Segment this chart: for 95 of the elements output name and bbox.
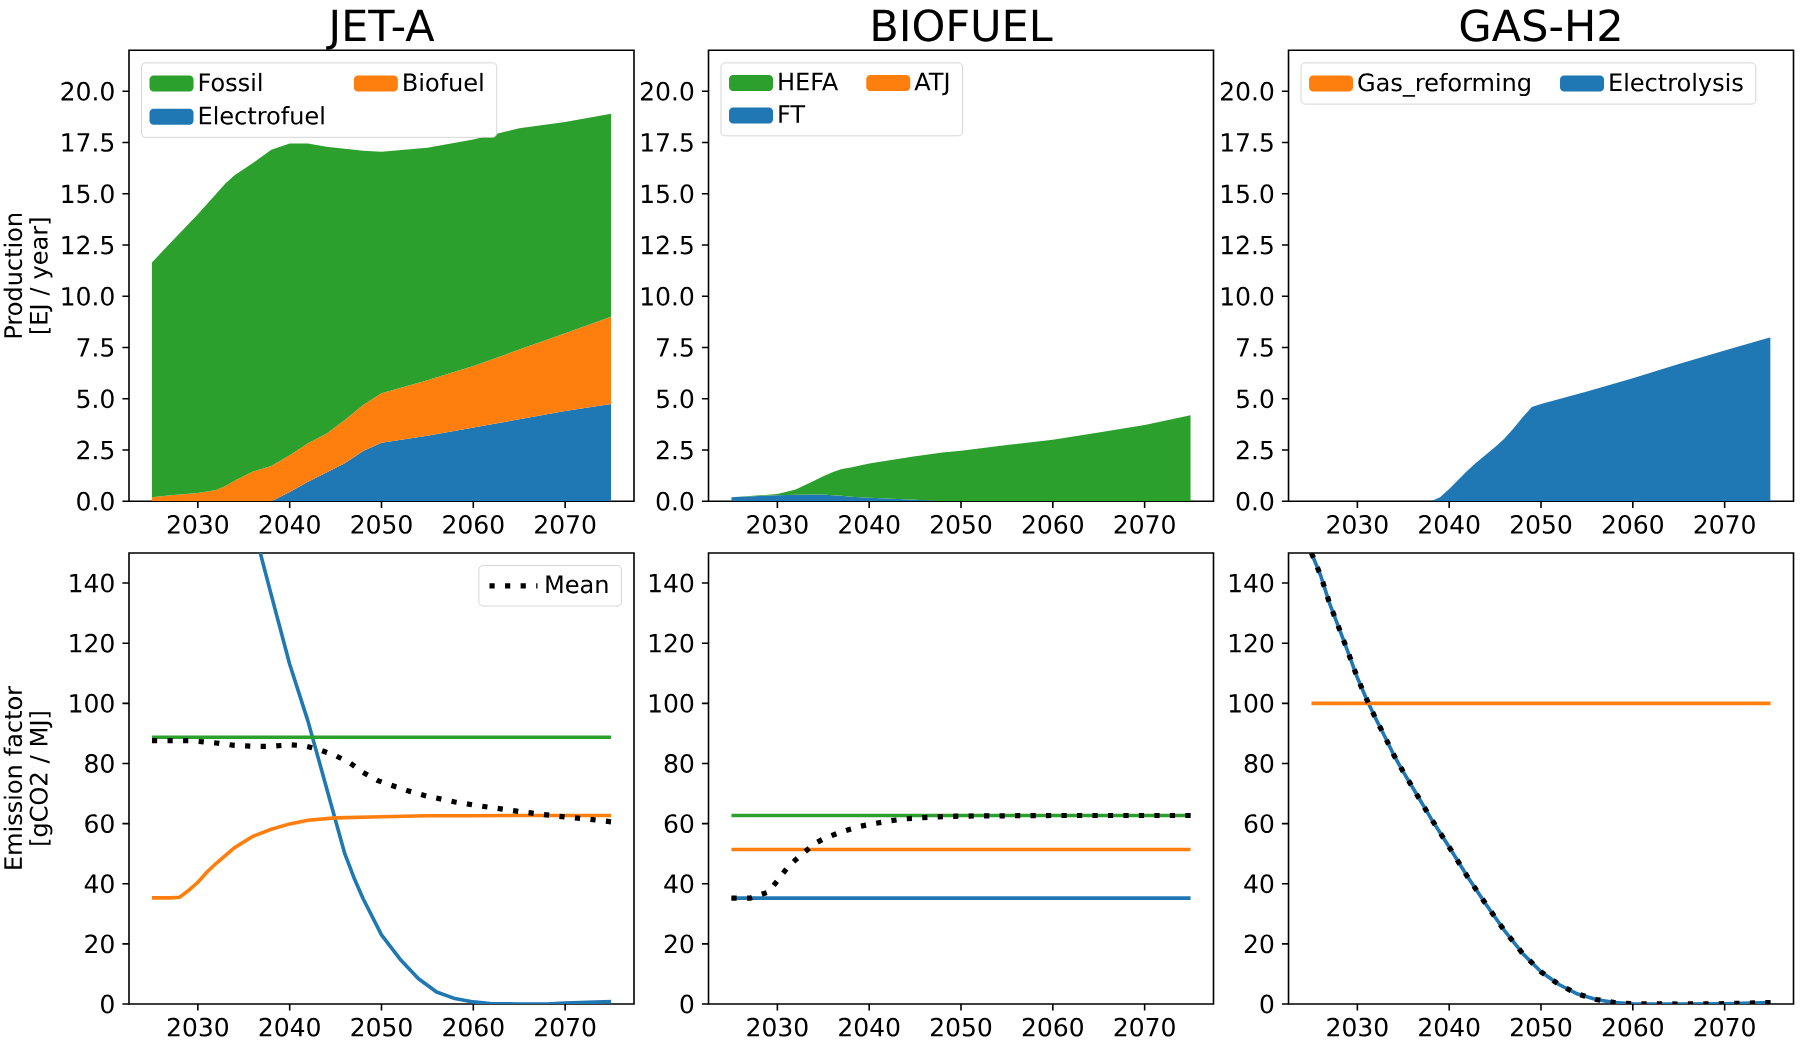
- y-tick-label: 120: [649, 633, 694, 653]
- y-tick-label: 10.0: [641, 286, 694, 306]
- y-tick-label: 40: [84, 874, 114, 894]
- y-tick-label: 20.0: [1221, 81, 1274, 101]
- y-tick-label: 0.0: [656, 491, 694, 511]
- y-tick-label: 10.0: [62, 286, 114, 306]
- x-tick-label: 2040: [1419, 1017, 1480, 1037]
- y-tick-label: 100: [1229, 693, 1274, 713]
- x-tick-label: 2050: [351, 1017, 412, 1037]
- y-tick-label: 7.5: [1237, 338, 1273, 357]
- y-tick-label: 0: [680, 994, 694, 1014]
- y-tick-label: 12.5: [62, 235, 114, 255]
- y-tick-label: 17.5: [62, 133, 114, 152]
- legend-label: Fossil: [199, 72, 262, 92]
- x-tick-label: 2030: [747, 514, 808, 534]
- y-tick-label: 15.0: [641, 184, 694, 204]
- y-tick-label: 7.5: [657, 338, 693, 357]
- chart-title: GAS-H2: [1460, 9, 1620, 42]
- y-tick-label: 0.0: [1236, 491, 1274, 511]
- y-tick-label: 60: [85, 814, 114, 834]
- y-tick-label: 140: [1229, 573, 1274, 593]
- y-tick-label: 80: [664, 753, 694, 773]
- y-tick-label: 12.5: [641, 235, 693, 255]
- x-tick-label: 2040: [839, 514, 900, 534]
- y-tick-label: 0: [101, 994, 114, 1014]
- legend-label: HEFA: [779, 72, 839, 91]
- chart-title: BIOFUEL: [873, 9, 1053, 42]
- y-tick-label: 0: [1260, 994, 1274, 1014]
- x-tick-label: 2030: [167, 514, 228, 534]
- y-tick-label: 2.5: [1236, 440, 1273, 460]
- x-tick-label: 2070: [1114, 514, 1175, 534]
- y-tick-label: 140: [70, 573, 114, 593]
- x-tick-label: 2070: [535, 1017, 596, 1037]
- x-tick-label: 2030: [1327, 1017, 1388, 1037]
- y-tick-label: 40: [1244, 874, 1274, 894]
- x-tick-label: 2030: [167, 1017, 228, 1037]
- y-tick-label: 17.5: [1221, 133, 1273, 152]
- y-tick-label: 20: [85, 934, 114, 954]
- x-tick-label: 2070: [535, 514, 596, 534]
- y-tick-label: 20: [664, 934, 694, 954]
- x-tick-label: 2070: [1694, 1017, 1755, 1037]
- x-tick-label: 2050: [931, 514, 992, 534]
- x-tick-label: 2050: [351, 514, 412, 534]
- legend-label: Electrolysis: [1610, 72, 1743, 97]
- legend-label: Gas_reforming: [1358, 72, 1530, 97]
- x-tick-label: 2050: [1511, 1017, 1572, 1037]
- x-tick-label: 2040: [259, 514, 320, 534]
- y-tick-label: 5.0: [77, 389, 114, 409]
- legend-label: ATJ: [914, 72, 949, 96]
- x-tick-label: 2030: [1327, 514, 1388, 534]
- y-tick-label: 15.0: [1221, 184, 1274, 204]
- y-tick-label: 80: [1244, 753, 1274, 773]
- y-axis-title: Production [EJ / year]: [3, 213, 53, 338]
- y-tick-label: 80: [85, 753, 114, 773]
- y-tick-label: 15.0: [62, 184, 114, 204]
- y-tick-label: 2.5: [656, 440, 693, 460]
- x-tick-label: 2060: [1022, 514, 1083, 534]
- y-tick-label: 120: [70, 633, 114, 653]
- x-tick-label: 2060: [443, 1017, 504, 1037]
- y-tick-label: 140: [649, 573, 694, 593]
- x-tick-label: 2060: [1602, 514, 1663, 534]
- x-tick-label: 2040: [259, 1017, 320, 1037]
- x-tick-label: 2070: [1114, 1017, 1175, 1037]
- y-tick-label: 60: [664, 814, 694, 834]
- x-tick-label: 2060: [1602, 1017, 1663, 1037]
- legend-label: Biofuel: [404, 72, 483, 92]
- x-tick-label: 2060: [1022, 1017, 1083, 1037]
- y-tick-label: 100: [70, 693, 114, 713]
- y-tick-label: 20: [1244, 934, 1274, 954]
- y-tick-label: 7.5: [77, 338, 114, 357]
- x-tick-label: 2040: [1419, 514, 1480, 534]
- legend-label: Mean: [546, 575, 608, 594]
- y-tick-label: 10.0: [1221, 286, 1274, 306]
- y-axis-title: Emission factor [gCO2 / MJ]: [3, 685, 53, 869]
- y-tick-label: 20.0: [61, 81, 114, 101]
- x-tick-label: 2050: [931, 1017, 992, 1037]
- y-tick-label: 2.5: [77, 440, 114, 460]
- y-tick-label: 17.5: [641, 133, 693, 152]
- y-tick-label: 120: [1229, 633, 1274, 653]
- y-tick-label: 100: [649, 693, 694, 713]
- chart-title: JET-A: [326, 9, 435, 50]
- y-tick-label: 20.0: [640, 81, 694, 101]
- y-tick-label: 12.5: [1221, 235, 1273, 255]
- legend-label: FT: [779, 105, 806, 123]
- y-tick-label: 60: [1244, 814, 1274, 834]
- y-tick-label: 40: [664, 874, 694, 894]
- x-tick-label: 2050: [1511, 514, 1572, 534]
- x-tick-label: 2040: [839, 1017, 900, 1037]
- y-tick-label: 5.0: [1237, 389, 1274, 409]
- x-tick-label: 2070: [1694, 514, 1755, 534]
- y-tick-label: 5.0: [656, 389, 694, 409]
- legend-label: Electrofuel: [199, 106, 324, 125]
- x-tick-label: 2060: [443, 514, 504, 534]
- y-tick-label: 0.0: [77, 491, 114, 511]
- x-tick-label: 2030: [747, 1017, 808, 1037]
